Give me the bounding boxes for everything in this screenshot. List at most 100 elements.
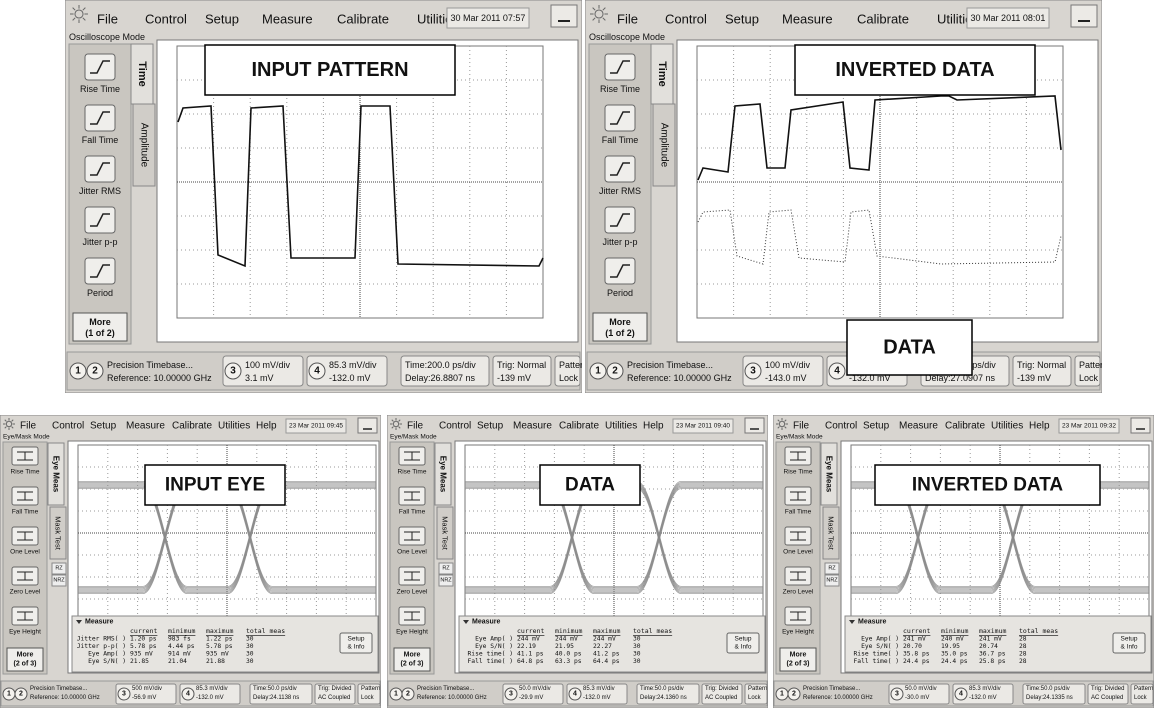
measure-button-label[interactable]: Jitter p-p xyxy=(82,237,117,247)
format-tag-label[interactable]: NRZ xyxy=(826,578,838,584)
status-text[interactable]: Pattern xyxy=(1134,686,1153,692)
status-text[interactable]: Lock xyxy=(559,373,579,383)
measure-button-label[interactable]: Zero Level xyxy=(10,589,41,596)
status-text[interactable]: Lock xyxy=(361,695,375,701)
more-button-label[interactable]: More xyxy=(404,652,421,659)
more-button-label[interactable]: More xyxy=(89,317,111,327)
more-button-label[interactable]: (2 of 3) xyxy=(401,661,424,668)
menu-item[interactable]: Calibrate xyxy=(945,421,985,432)
menu-item[interactable]: Control xyxy=(825,421,857,432)
menu-item[interactable]: File xyxy=(407,421,424,432)
measure-button-label[interactable]: One Level xyxy=(397,549,427,556)
tab-label[interactable]: Eye Meas xyxy=(52,456,61,493)
measure-button-label[interactable]: Period xyxy=(87,288,113,298)
tab-label[interactable]: Amplitude xyxy=(139,123,150,168)
measure-button-label[interactable]: Eye Height xyxy=(396,629,428,636)
measure-button-label[interactable]: Rise Time xyxy=(600,84,640,94)
tab-label[interactable]: Mask Test xyxy=(54,516,63,551)
menu-item[interactable]: Setup xyxy=(863,421,890,432)
menu-item[interactable]: Utilities xyxy=(605,421,637,432)
measure-button-label[interactable]: Fall Time xyxy=(82,135,119,145)
format-tag-label[interactable]: RZ xyxy=(828,566,836,572)
format-tag-label[interactable]: RZ xyxy=(442,566,450,572)
menu-item[interactable]: File xyxy=(793,421,810,432)
menu-item[interactable]: Help xyxy=(1029,421,1050,432)
measure-button-label[interactable]: Rise Time xyxy=(11,469,40,476)
measure-button-label[interactable]: Rise Time xyxy=(80,84,120,94)
menu-item[interactable]: Calibrate xyxy=(559,421,599,432)
menu-item[interactable]: File xyxy=(20,421,37,432)
measure-button-label[interactable]: Eye Height xyxy=(782,629,814,636)
measure-button-label[interactable]: Zero Level xyxy=(783,589,814,596)
status-text[interactable]: Lock xyxy=(1079,373,1099,383)
tab-label[interactable]: Mask Test xyxy=(441,516,450,551)
status-text[interactable]: Lock xyxy=(748,695,762,701)
measure-button-label[interactable]: Jitter RMS xyxy=(79,186,121,196)
menu-item[interactable]: Measure xyxy=(513,421,552,432)
setup-button-label[interactable]: & Info xyxy=(735,644,752,651)
measure-button-label[interactable]: Jitter p-p xyxy=(602,237,637,247)
tab-label[interactable]: Time xyxy=(136,61,148,86)
measure-button-label[interactable]: Fall Time xyxy=(602,135,639,145)
format-tag-label[interactable]: RZ xyxy=(55,566,63,572)
measure-button-label[interactable]: Fall Time xyxy=(399,509,426,516)
setup-button-label[interactable]: Setup xyxy=(1121,636,1138,643)
menu-item[interactable]: Setup xyxy=(205,12,239,27)
measure-button-label[interactable]: Rise Time xyxy=(398,469,427,476)
more-button-label[interactable]: (2 of 3) xyxy=(787,661,810,668)
measure-button-label[interactable]: Jitter RMS xyxy=(599,186,641,196)
menu-item[interactable]: File xyxy=(97,12,118,27)
measure-button-label[interactable]: Fall Time xyxy=(785,509,812,516)
menu-item[interactable]: Setup xyxy=(90,421,117,432)
menu-item[interactable]: File xyxy=(617,12,638,27)
tab-label[interactable]: Amplitude xyxy=(659,123,670,168)
menu-item[interactable]: Setup xyxy=(725,12,759,27)
menu-item[interactable]: Help xyxy=(256,421,277,432)
status-text[interactable]: Pattern xyxy=(361,686,380,692)
measure-title[interactable]: Measure xyxy=(85,619,114,626)
more-button-label[interactable]: (2 of 3) xyxy=(14,661,37,668)
more-button-label[interactable]: (1 of 2) xyxy=(85,328,115,338)
menu-item[interactable]: Utilities xyxy=(991,421,1023,432)
menu-item[interactable]: Control xyxy=(52,421,84,432)
measure-button-label[interactable]: Zero Level xyxy=(397,589,428,596)
tab-label[interactable]: Eye Meas xyxy=(439,456,448,493)
more-button-label[interactable]: More xyxy=(609,317,631,327)
measure-button-label[interactable]: Rise Time xyxy=(784,469,813,476)
tab-label[interactable]: Mask Test xyxy=(827,516,836,551)
menu-item[interactable]: Measure xyxy=(126,421,165,432)
status-text[interactable]: Pattern xyxy=(559,360,588,370)
menu-item[interactable]: Measure xyxy=(782,12,833,27)
measure-title[interactable]: Measure xyxy=(472,619,501,626)
menu-item[interactable]: Measure xyxy=(899,421,938,432)
menu-item[interactable]: Control xyxy=(145,12,187,27)
format-tag-label[interactable]: NRZ xyxy=(53,578,65,584)
menu-item[interactable]: Setup xyxy=(477,421,504,432)
setup-button-label[interactable]: Setup xyxy=(735,636,752,643)
menu-item[interactable]: Calibrate xyxy=(337,12,389,27)
menu-item[interactable]: Calibrate xyxy=(857,12,909,27)
setup-button-label[interactable]: & Info xyxy=(1121,644,1138,651)
setup-button-label[interactable]: & Info xyxy=(348,644,365,651)
menu-item[interactable]: Help xyxy=(643,421,664,432)
status-text[interactable]: Lock xyxy=(1134,695,1148,701)
menu-item[interactable]: Control xyxy=(439,421,471,432)
more-button-label[interactable]: (1 of 2) xyxy=(605,328,635,338)
more-button-label[interactable]: More xyxy=(17,652,34,659)
more-button-label[interactable]: More xyxy=(790,652,807,659)
menu-item[interactable]: Utilities xyxy=(218,421,250,432)
status-text[interactable]: Pattern xyxy=(748,686,767,692)
tab-label[interactable]: Eye Meas xyxy=(825,456,834,493)
menu-item[interactable]: Measure xyxy=(262,12,313,27)
measure-button-label[interactable]: Fall Time xyxy=(12,509,39,516)
status-text[interactable]: Pattern xyxy=(1079,360,1108,370)
tab-label[interactable]: Time xyxy=(656,61,668,86)
measure-button-label[interactable]: Period xyxy=(607,288,633,298)
measure-button-label[interactable]: One Level xyxy=(783,549,813,556)
measure-button-label[interactable]: One Level xyxy=(10,549,40,556)
measure-button-label[interactable]: Eye Height xyxy=(9,629,41,636)
setup-button-label[interactable]: Setup xyxy=(348,636,365,643)
format-tag-label[interactable]: NRZ xyxy=(440,578,452,584)
measure-title[interactable]: Measure xyxy=(858,619,887,626)
menu-item[interactable]: Control xyxy=(665,12,707,27)
